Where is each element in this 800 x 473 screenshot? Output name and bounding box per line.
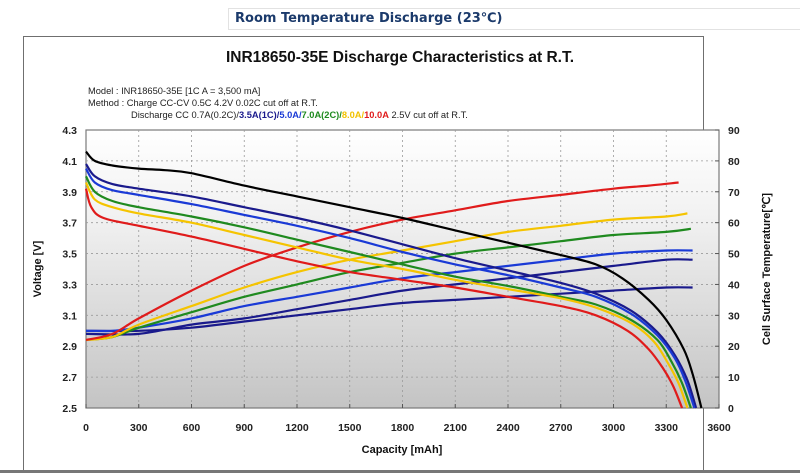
y-tick-label: 2.9 (62, 341, 77, 353)
section-header: Room Temperature Discharge (23℃) (228, 8, 800, 30)
y2-tick-label: 20 (728, 341, 740, 353)
temperature-line-8-0a-temp (85, 212, 688, 342)
x-tick-label: 3000 (602, 422, 626, 434)
y-tick-label: 4.1 (62, 156, 77, 168)
voltage-line-7-0a-2c (85, 175, 692, 409)
voltage-line-5-0a (85, 167, 696, 409)
x-tick-label: 2400 (496, 422, 520, 434)
x-tick-label: 3300 (655, 422, 679, 434)
x-axis-label: Capacity [mAh] (362, 444, 443, 456)
discharge-line: Discharge CC 0.7A(0.2C)/3.5A(1C)/5.0A/7.… (131, 110, 468, 120)
y2-tick-label: 60 (728, 218, 740, 230)
voltage-line-0-7a-0-2c (85, 150, 703, 409)
y2-tick-label: 90 (728, 125, 740, 137)
y2-tick-label: 50 (728, 249, 740, 261)
x-tick-label: 2100 (444, 422, 468, 434)
discharge-suffix: 2.5V cut off at R.T. (388, 110, 468, 120)
x-tick-label: 600 (183, 422, 201, 434)
discharge-rate-1: 3.5A(1C)/ (239, 110, 280, 120)
y2-axis-label: Cell Surface Temperature[℃] (761, 193, 773, 345)
bottom-divider (0, 470, 800, 473)
temperature-line-7-0a-2c-temp (85, 227, 692, 342)
discharge-rate-5: 10.0A (364, 110, 389, 120)
discharge-rates: 0.7A(0.2C)/3.5A(1C)/5.0A/7.0A(2C)/8.0A/1… (191, 110, 388, 120)
temperature-curves (85, 181, 693, 342)
y-axis-label: Voltage [V] (32, 240, 44, 297)
discharge-prefix: Discharge CC (131, 110, 192, 120)
voltage-line-10-0a (84, 188, 684, 409)
discharge-rate-3: 7.0A(2C)/ (301, 110, 342, 120)
y-tick-label: 3.1 (62, 310, 77, 322)
y2-tick-label: 40 (728, 279, 740, 291)
temperature-line-0-7a-0-2c-temp (85, 286, 693, 333)
chart-title: INR18650-35E Discharge Characteristics a… (225, 49, 575, 66)
x-tick-label: 300 (130, 422, 148, 434)
x-tick-label: 3600 (707, 422, 731, 434)
x-tick-label: 1500 (338, 422, 362, 434)
x-tick-label: 1200 (285, 422, 309, 434)
y-tick-label: 4.3 (62, 125, 77, 137)
y-tick-label: 3.3 (62, 279, 77, 291)
y-tick-label: 3.5 (62, 249, 77, 261)
method-line: Method : Charge CC-CV 0.5C 4.2V 0.02C cu… (88, 98, 318, 108)
discharge-rate-2: 5.0A/ (279, 110, 302, 120)
y2-tick-label: 80 (728, 156, 740, 168)
y2-tick-label: 10 (728, 372, 740, 384)
x-tick-label: 0 (83, 422, 89, 434)
y2-tick-label: 0 (728, 403, 734, 415)
voltage-line-3-5a-1c (85, 163, 698, 409)
y-tick-label: 3.7 (62, 218, 77, 230)
temperature-line-3-5a-1c-temp (85, 258, 693, 336)
y2-tick-label: 70 (728, 187, 740, 199)
x-tick-label: 900 (235, 422, 253, 434)
section-title: Room Temperature Discharge (23℃) (235, 11, 503, 26)
y-tick-label: 3.9 (62, 187, 77, 199)
x-tick-label: 1800 (391, 422, 415, 434)
temperature-line-10-0a-temp (85, 181, 679, 342)
discharge-rate-4: 8.0A/ (341, 110, 365, 120)
y-tick-label: 2.7 (62, 372, 77, 384)
voltage-curves (84, 150, 703, 409)
y-tick-label: 2.5 (62, 403, 77, 415)
model-line: Model : INR18650-35E [1C A = 3,500 mA] (88, 86, 261, 96)
axis-ticks: 0 300 600 900 1200 1500 1800 2100 2400 2700 3000 33… (62, 125, 739, 434)
voltage-line-8-0a (85, 181, 689, 409)
y2-tick-label: 30 (728, 310, 740, 322)
x-tick-label: 2700 (549, 422, 573, 434)
discharge-rate-0: 0.7A(0.2C)/ (191, 110, 239, 120)
